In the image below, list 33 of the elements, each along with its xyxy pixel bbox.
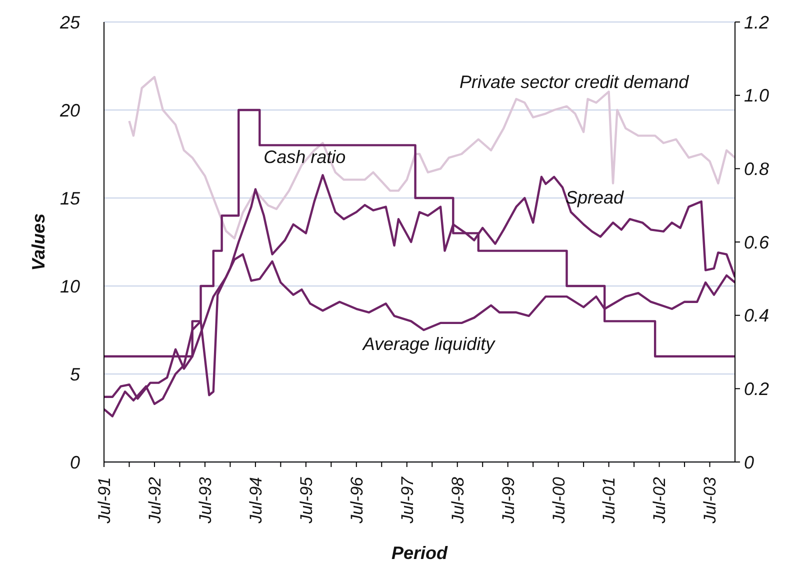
series-label: Spread <box>566 187 625 208</box>
series-label: Average liquidity <box>362 334 496 354</box>
x-tick-label: Jul-03 <box>700 476 720 524</box>
x-tick-label: Jul-95 <box>296 476 316 524</box>
y-tick-label: 20 <box>58 100 80 120</box>
y-tick-label: 5 <box>70 364 81 384</box>
x-tick-label: Jul-96 <box>347 476 366 524</box>
y2-tick-label: 1.2 <box>744 12 770 32</box>
y2-tick-label: 0 <box>744 452 754 472</box>
x-tick-label: Jul-92 <box>145 476 164 524</box>
y-tick-label: 15 <box>60 188 81 208</box>
y2-tick-label: 1.0 <box>744 86 770 106</box>
x-tick-label: Jul-97 <box>398 476 417 524</box>
y-tick-label: 0 <box>70 452 80 472</box>
x-tick-label: Jul-99 <box>498 476 518 524</box>
y-axis-title: Values <box>28 213 48 271</box>
series-label: Private sector credit demand <box>460 72 690 92</box>
y2-tick-label: 0.2 <box>744 378 770 399</box>
y2-tick-label: 0.4 <box>744 306 770 326</box>
y-tick-label: 10 <box>60 276 80 296</box>
series-label: Cash ratio <box>264 147 346 168</box>
x-tick-label: Jul-91 <box>94 477 114 524</box>
y2-tick-label: 0.6 <box>744 232 770 252</box>
x-tick-label: Jul-93 <box>196 476 215 524</box>
x-tick-label: Jul-00 <box>549 476 568 524</box>
x-axis-title: Period <box>391 542 449 563</box>
x-tick-label: Jul-02 <box>650 476 670 524</box>
x-tick-label: Jul-01 <box>600 477 619 524</box>
y-tick-label: 25 <box>58 12 81 32</box>
x-tick-label: Jul-98 <box>448 476 468 524</box>
y2-tick-label: 0.8 <box>744 158 770 179</box>
x-tick-label: Jul-94 <box>246 477 266 524</box>
line-series <box>128 76 735 240</box>
